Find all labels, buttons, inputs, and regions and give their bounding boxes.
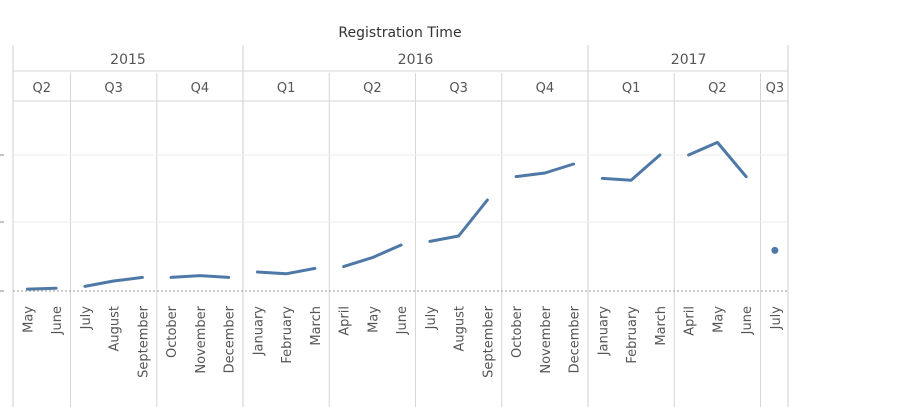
quarter-label: Q3 bbox=[104, 81, 123, 96]
month-label: July bbox=[769, 306, 784, 331]
series-line-segment bbox=[600, 153, 662, 182]
month-label: August bbox=[108, 306, 123, 352]
month-axis: May June July August September October Novembe… bbox=[21, 305, 784, 378]
month-label: June bbox=[740, 306, 755, 335]
month-label: February bbox=[625, 306, 640, 364]
series-line-segment bbox=[514, 162, 576, 179]
month-label: April bbox=[338, 306, 353, 336]
month-label: May bbox=[21, 306, 36, 333]
series-point bbox=[771, 246, 779, 254]
month-label: July bbox=[79, 306, 94, 331]
quarter-label: Q2 bbox=[363, 81, 382, 96]
quarter-label: Q4 bbox=[536, 81, 555, 96]
chart-title: Registration Time bbox=[338, 25, 461, 41]
month-label: November bbox=[194, 305, 209, 373]
series-line-segment bbox=[255, 266, 317, 276]
chart-frame bbox=[0, 45, 789, 407]
month-label: September bbox=[481, 305, 496, 378]
year-label: 2017 bbox=[671, 52, 707, 68]
quarter-label: Q2 bbox=[708, 81, 727, 96]
year-label: 2016 bbox=[398, 52, 434, 68]
series-line-segment bbox=[25, 286, 58, 291]
series-line-segment bbox=[428, 198, 489, 243]
quarter-label: Q1 bbox=[277, 81, 296, 96]
year-label: 2015 bbox=[110, 52, 146, 68]
month-label: January bbox=[251, 306, 266, 357]
month-label: May bbox=[366, 306, 381, 333]
month-label: December bbox=[568, 305, 583, 373]
quarter-label: Q2 bbox=[32, 81, 51, 96]
month-label: January bbox=[596, 306, 611, 357]
month-label: July bbox=[424, 306, 439, 331]
month-label: June bbox=[50, 306, 65, 335]
month-label: December bbox=[223, 305, 238, 373]
month-label: September bbox=[136, 305, 151, 378]
quarter-label: Q4 bbox=[191, 81, 210, 96]
quarter-label: Q3 bbox=[449, 81, 468, 96]
plot-area bbox=[13, 140, 788, 292]
series-line-segment bbox=[342, 243, 403, 269]
month-label: October bbox=[510, 305, 525, 358]
month-label: November bbox=[539, 305, 554, 373]
series-line-segment bbox=[687, 140, 748, 179]
month-label: June bbox=[395, 306, 410, 335]
month-label: August bbox=[453, 306, 468, 352]
series-line-segment bbox=[169, 274, 231, 279]
month-label: February bbox=[280, 306, 295, 364]
quarter-label: Q1 bbox=[622, 81, 641, 96]
month-label: April bbox=[683, 306, 698, 336]
month-label: March bbox=[654, 306, 669, 346]
month-label: March bbox=[309, 306, 324, 346]
quarter-label: Q3 bbox=[766, 81, 785, 96]
month-label: October bbox=[165, 305, 180, 358]
series-line-segment bbox=[83, 275, 144, 288]
month-label: May bbox=[711, 306, 726, 333]
